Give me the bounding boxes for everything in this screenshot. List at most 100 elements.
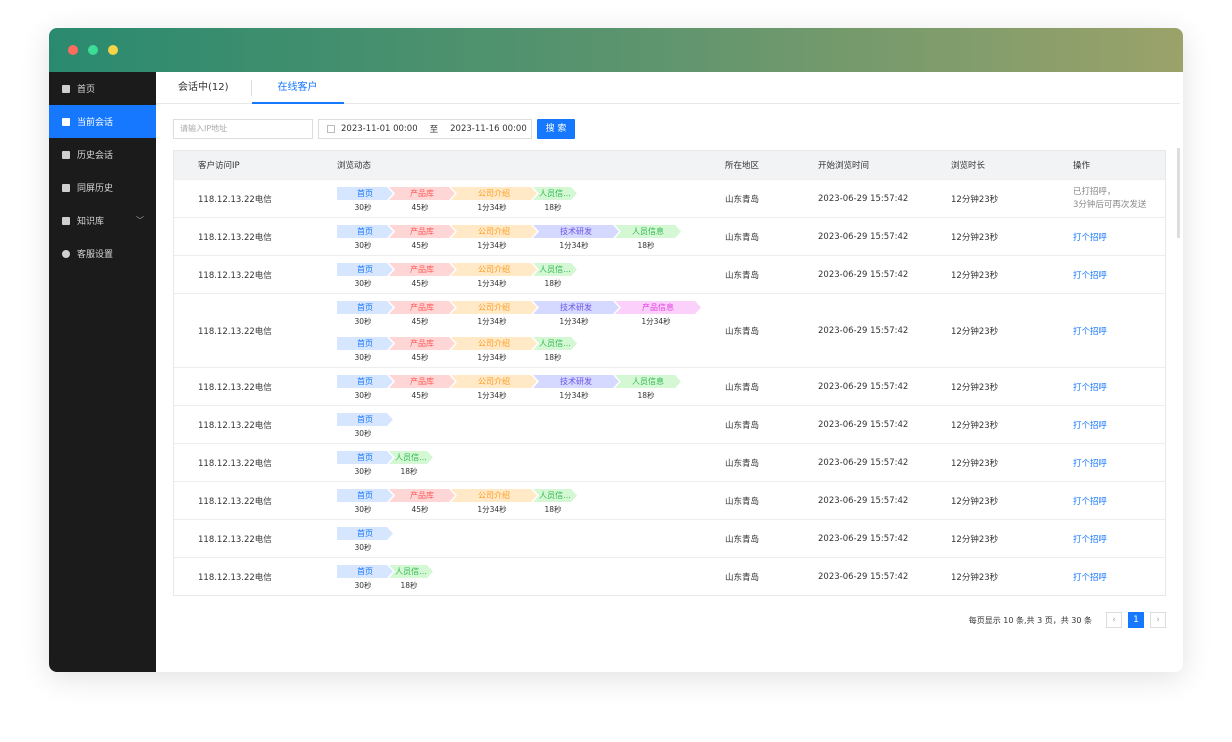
start-time: 2023-06-29 15:57:42	[818, 457, 909, 468]
next-page-button[interactable]: ›	[1150, 612, 1166, 628]
page-duration: 30秒	[354, 429, 372, 438]
page-chip: 人员信...	[389, 451, 433, 464]
page-chip: 人员信...	[389, 565, 433, 578]
header-browsing: 浏览动态	[337, 161, 372, 171]
page-chip: 公司介绍	[451, 225, 537, 238]
sidebar-item-session-history[interactable]: 历史会话	[49, 138, 156, 171]
greet-button[interactable]: 打个招呼	[1073, 496, 1108, 507]
maximize-button[interactable]	[108, 45, 118, 55]
table-row: 118.12.13.22电信 山东青岛 2023-06-29 15:57:42 12分…	[174, 255, 1165, 293]
page-duration: 1分34秒	[477, 353, 507, 362]
page-chip: 产品库	[389, 263, 455, 276]
page-chip: 首页	[337, 225, 393, 238]
browse-duration: 12分钟23秒	[951, 194, 999, 205]
browsing-path: 首页 30秒 产品库 45秒 公司介绍 1分34秒 技术研发 1分34秒 产品信息 1分34秒 首页…	[337, 301, 697, 365]
greet-button[interactable]: 打个招呼	[1073, 382, 1108, 393]
sidebar-item-knowledge-base[interactable]: 知识库 ﹀	[49, 204, 156, 237]
page-chip: 公司介绍	[451, 263, 537, 276]
header-ip: 客户访问IP	[198, 161, 240, 171]
table-header: 客户访问IP 浏览动态 所在地区 开始浏览时间 浏览时长 操作	[174, 151, 1165, 179]
greet-button[interactable]: 打个招呼	[1073, 232, 1108, 243]
start-time: 2023-06-29 15:57:42	[818, 495, 909, 506]
main-content: 会话中(12) 在线客户 请输入IP地址 2023-11-01 00:00 至 …	[156, 72, 1180, 672]
path-step: 人员信... 18秒	[533, 489, 573, 517]
table-body: 118.12.13.22电信 山东青岛 2023-06-29 15:57:42 12分…	[174, 179, 1165, 595]
minimize-button[interactable]	[88, 45, 98, 55]
prev-page-button[interactable]: ‹	[1106, 612, 1122, 628]
path-step: 人员信... 18秒	[389, 565, 429, 593]
greet-button[interactable]: 打个招呼	[1073, 572, 1108, 583]
search-button[interactable]: 搜 索	[537, 119, 575, 139]
greet-button[interactable]: 打个招呼	[1073, 270, 1108, 281]
sidebar-item-label: 知识库	[77, 217, 105, 227]
page-duration: 45秒	[411, 317, 429, 326]
page-chip: 人员信...	[533, 187, 577, 200]
browse-duration: 12分钟23秒	[951, 382, 999, 393]
page-duration: 18秒	[544, 279, 562, 288]
pagination-summary: 每页显示 10 条,共 3 页，共 30 条	[968, 615, 1092, 625]
table-row: 118.12.13.22电信 山东青岛 2023-06-29 15:57:42 12分…	[174, 405, 1165, 443]
table-row: 118.12.13.22电信 山东青岛 2023-06-29 15:57:42 12分…	[174, 443, 1165, 481]
page-chip: 首页	[337, 187, 393, 200]
client-ip: 118.12.13.22电信	[198, 534, 272, 545]
page-duration: 45秒	[411, 203, 429, 212]
sidebar-item-current-sessions[interactable]: 当前会话	[49, 105, 156, 138]
chevron-down-icon: ﹀	[136, 216, 144, 225]
region: 山东青岛	[725, 382, 760, 393]
page-duration: 1分34秒	[477, 391, 507, 400]
path-step: 人员信... 18秒	[533, 263, 573, 291]
page-chip: 首页	[337, 263, 393, 276]
page-chip: 产品库	[389, 225, 455, 238]
range-separator: 至	[429, 125, 439, 135]
page-duration: 1分34秒	[477, 317, 507, 326]
start-time: 2023-06-29 15:57:42	[818, 381, 909, 392]
region: 山东青岛	[725, 326, 760, 337]
path-step: 公司介绍 1分34秒	[451, 337, 533, 365]
scrollbar[interactable]	[1177, 148, 1180, 238]
greet-button[interactable]: 打个招呼	[1073, 458, 1108, 469]
client-ip: 118.12.13.22电信	[198, 382, 272, 393]
page-chip: 人员信...	[533, 263, 577, 276]
greet-button[interactable]: 打个招呼	[1073, 326, 1108, 337]
path-step: 产品信息 1分34秒	[615, 301, 697, 329]
page-duration: 1分34秒	[641, 317, 671, 326]
page-chip: 首页	[337, 337, 393, 350]
page-1-button[interactable]: 1	[1128, 612, 1144, 628]
browsing-path: 首页 30秒 产品库 45秒 公司介绍 1分34秒 技术研发 1分34秒 人员信息 18秒	[337, 375, 677, 403]
ip-search-input[interactable]: 请输入IP地址	[173, 119, 313, 139]
page-duration: 45秒	[411, 353, 429, 362]
start-time: 2023-06-29 15:57:42	[818, 533, 909, 544]
greet-button[interactable]: 打个招呼	[1073, 534, 1108, 545]
greet-button[interactable]: 打个招呼	[1073, 420, 1108, 431]
page-duration: 1分34秒	[477, 505, 507, 514]
page-chip: 首页	[337, 451, 393, 464]
client-ip: 118.12.13.22电信	[198, 326, 272, 337]
path-step: 公司介绍 1分34秒	[451, 187, 533, 215]
sidebar-item-screen-history[interactable]: 同屏历史	[49, 171, 156, 204]
browse-duration: 12分钟23秒	[951, 534, 999, 545]
page-chip: 首页	[337, 565, 393, 578]
region: 山东青岛	[725, 194, 760, 205]
start-time: 2023-06-29 15:57:42	[818, 419, 909, 430]
date-range-picker[interactable]: 2023-11-01 00:00 至 2023-11-16 00:00	[318, 119, 532, 139]
page-duration: 30秒	[354, 241, 372, 250]
tab-online-customers[interactable]: 在线客户	[251, 72, 344, 104]
page-chip: 产品库	[389, 187, 455, 200]
path-step: 首页 30秒	[337, 413, 389, 441]
tab-in-session[interactable]: 会话中(12)	[178, 81, 229, 93]
title-bar	[49, 28, 1183, 72]
sidebar-item-settings[interactable]: 客服设置	[49, 237, 156, 270]
browse-duration: 12分钟23秒	[951, 420, 999, 431]
page-chip: 公司介绍	[451, 301, 537, 314]
region: 山东青岛	[725, 572, 760, 583]
calendar-icon	[327, 125, 335, 133]
browsing-path: 首页 30秒 人员信... 18秒	[337, 451, 429, 479]
table-row: 118.12.13.22电信 山东青岛 2023-06-29 15:57:42 12分…	[174, 367, 1165, 405]
path-line: 首页 30秒 产品库 45秒 公司介绍 1分34秒 技术研发 1分34秒 人员信息 18秒	[337, 225, 677, 253]
close-button[interactable]	[68, 45, 78, 55]
page-duration: 45秒	[411, 391, 429, 400]
client-ip: 118.12.13.22电信	[198, 270, 272, 281]
path-step: 首页 30秒	[337, 489, 389, 517]
sidebar-item-home[interactable]: 首页	[49, 72, 156, 105]
page-duration: 18秒	[400, 467, 418, 476]
